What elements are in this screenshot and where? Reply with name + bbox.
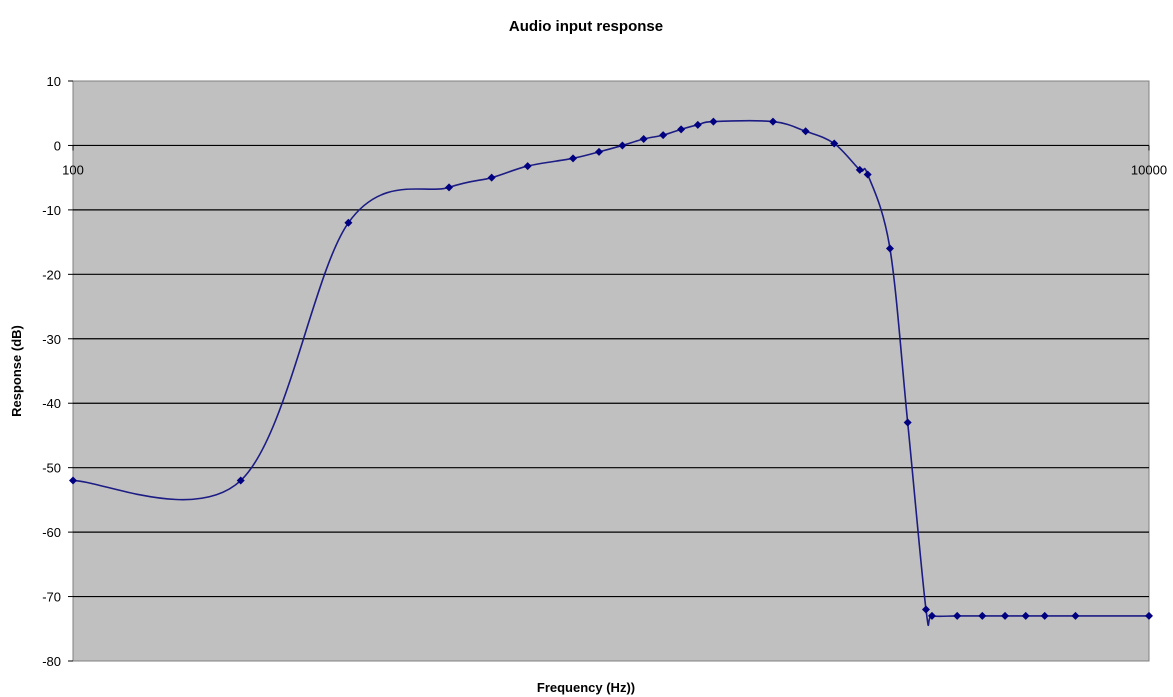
data-point (445, 183, 454, 192)
data-point (1145, 611, 1153, 620)
data-point (855, 165, 864, 174)
data-point (768, 117, 777, 126)
data-point (1021, 611, 1030, 620)
data-point (953, 611, 962, 620)
y-axis-ticks: 10 0 -10 -20 -30 -40 -50 -60 -70 -80 (42, 74, 73, 669)
y-tick-label: 0 (54, 138, 61, 153)
data-point (978, 611, 987, 620)
data-point (236, 476, 245, 485)
y-tick-label: -20 (42, 267, 61, 282)
data-point (639, 135, 648, 143)
x-axis-ticks: 100 10000 (62, 145, 1167, 177)
y-tick-label: -80 (42, 654, 61, 669)
data-point (618, 141, 627, 150)
x-tick-label: 10000 (1131, 162, 1167, 177)
y-tick-label: -40 (42, 396, 61, 411)
data-point (69, 476, 77, 485)
data-point (885, 244, 894, 253)
y-axis-title: Response (dB) (9, 325, 24, 417)
data-point (677, 125, 686, 134)
data-point (569, 154, 578, 163)
plot-area (72, 80, 1150, 662)
data-point (693, 120, 702, 129)
y-tick-label: -50 (42, 461, 61, 476)
data-point (863, 170, 872, 179)
y-tick-label: -70 (42, 590, 61, 605)
data-point (659, 131, 668, 140)
data-point (487, 173, 496, 182)
y-tick-label: -30 (42, 332, 61, 347)
data-point (1040, 611, 1049, 620)
chart-title: Audio input response (509, 18, 663, 35)
data-point (344, 218, 353, 227)
data-point (595, 147, 604, 156)
data-point (830, 139, 839, 148)
data-point (801, 127, 810, 136)
data-point (903, 418, 912, 427)
data-point (709, 117, 718, 126)
data-markers (69, 117, 1153, 620)
data-point (1001, 611, 1010, 620)
y-tick-label: -60 (42, 525, 61, 540)
data-point (1071, 611, 1080, 620)
y-tick-label: 10 (47, 74, 61, 89)
y-tick-label: -10 (42, 203, 61, 218)
data-point (523, 162, 532, 171)
x-axis-title: Frequency (Hz)) (537, 680, 635, 695)
data-point (927, 611, 936, 620)
x-tick-label: 100 (62, 162, 84, 177)
data-point (921, 605, 930, 614)
response-curve (72, 119, 1149, 626)
